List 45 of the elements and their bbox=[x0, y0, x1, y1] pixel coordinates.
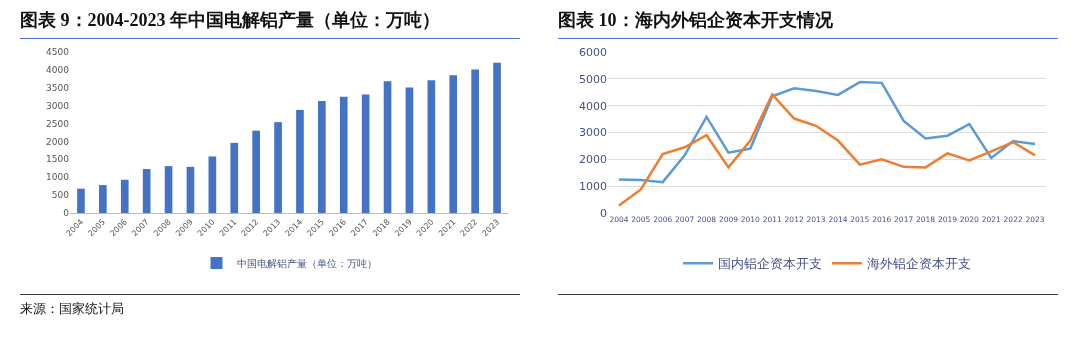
bar bbox=[449, 75, 458, 213]
y-tick-label: 3000 bbox=[46, 100, 70, 111]
bar bbox=[383, 81, 392, 213]
y-tick-label: 6000 bbox=[579, 45, 607, 59]
bar bbox=[427, 80, 436, 213]
bar bbox=[296, 109, 304, 213]
bar bbox=[99, 185, 107, 213]
y-tick-label: 2000 bbox=[46, 136, 70, 147]
bar bbox=[77, 188, 85, 213]
y-tick-label: 4000 bbox=[579, 99, 607, 113]
y-tick-label: 0 bbox=[63, 208, 70, 219]
bar bbox=[361, 94, 370, 213]
bar bbox=[471, 69, 479, 213]
y-tick-label: 1000 bbox=[579, 180, 607, 194]
y-tick-label: 0 bbox=[600, 206, 607, 220]
legend-label: 海外铝企资本开支 bbox=[867, 256, 971, 272]
bar bbox=[493, 62, 501, 213]
line-series bbox=[617, 93, 1037, 207]
y-tick-label: 2000 bbox=[579, 153, 607, 167]
y-tick-label: 5000 bbox=[579, 72, 607, 86]
y-tick-label: 3500 bbox=[46, 82, 70, 93]
line-series bbox=[617, 80, 1037, 184]
legend-label: 中国电解铝产量（单位：万吨） bbox=[236, 257, 377, 269]
bar bbox=[208, 156, 217, 213]
chart-title: 图表 10：海内外铝企资本开支情况 bbox=[558, 9, 833, 32]
legend-label: 国内铝企资本开支 bbox=[718, 256, 822, 272]
bar bbox=[230, 142, 239, 213]
y-tick-label: 2500 bbox=[46, 118, 70, 129]
y-tick-label: 500 bbox=[51, 190, 70, 201]
y-tick-label: 4500 bbox=[46, 47, 70, 58]
bar bbox=[274, 122, 282, 213]
y-tick-label: 4000 bbox=[46, 65, 70, 76]
bar bbox=[252, 130, 260, 213]
bar bbox=[318, 101, 326, 213]
bar bbox=[405, 87, 414, 213]
y-tick-label: 3000 bbox=[579, 126, 607, 140]
source-note: 来源：国家统计局 bbox=[20, 294, 520, 318]
bar bbox=[142, 168, 151, 213]
y-tick-label: 1000 bbox=[46, 172, 70, 183]
y-tick-label: 1500 bbox=[46, 154, 70, 165]
bar bbox=[164, 166, 173, 213]
chart-title: 图表 9：2004-2023 年中国电解铝产量（单位：万吨） bbox=[20, 9, 440, 32]
bar bbox=[120, 179, 129, 213]
bar bbox=[339, 96, 348, 213]
bar bbox=[186, 166, 195, 213]
